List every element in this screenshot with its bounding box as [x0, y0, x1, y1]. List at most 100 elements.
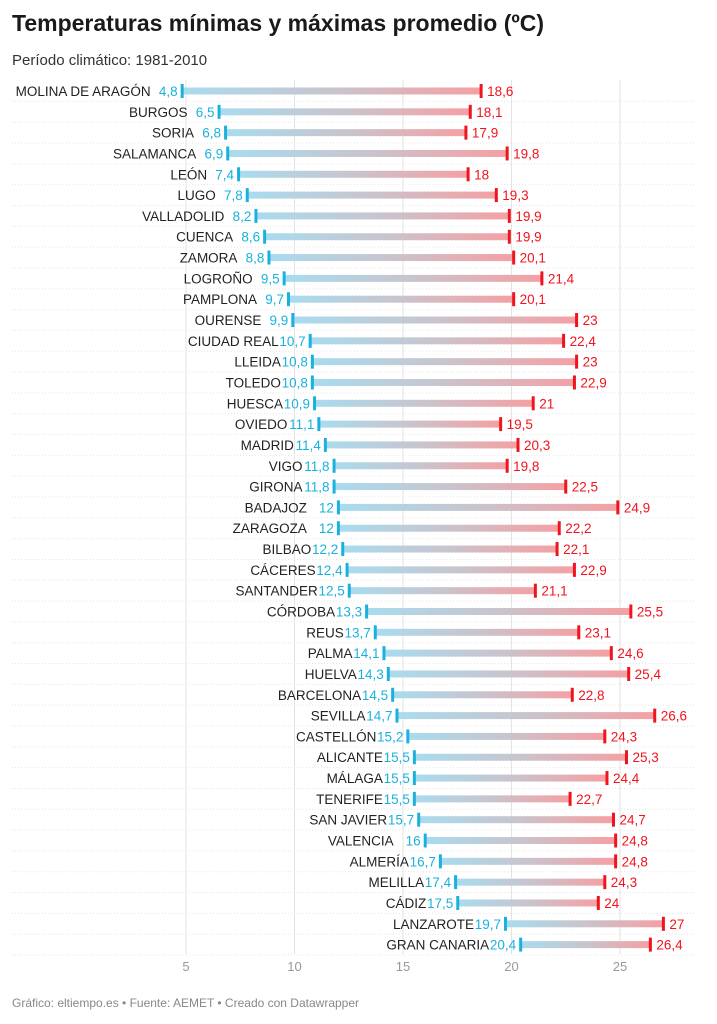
min-value-label: 14,3	[358, 667, 384, 682]
range-bar	[333, 483, 566, 491]
max-value-label: 19,9	[515, 230, 541, 245]
max-marker	[499, 417, 503, 432]
range-bar	[268, 254, 514, 262]
min-marker	[382, 646, 386, 661]
max-marker	[614, 833, 618, 848]
max-value-label: 22,7	[576, 792, 602, 807]
min-value-label: 17,4	[425, 875, 452, 890]
max-value-label: 18,6	[487, 84, 513, 99]
max-value-label: 19,8	[513, 146, 539, 161]
city-label: GRAN CANARIA	[386, 938, 489, 953]
min-marker	[391, 687, 395, 702]
city-label: CASTELLÓN	[296, 729, 376, 744]
max-value-label: 21,4	[548, 271, 575, 286]
max-marker	[629, 604, 633, 619]
max-value-label: 25,4	[635, 667, 662, 682]
range-bar	[318, 420, 501, 428]
min-value-label: 12	[319, 521, 334, 536]
min-value-label: 13,7	[345, 625, 371, 640]
max-marker	[468, 104, 472, 119]
range-bar	[520, 941, 651, 949]
range-bar	[346, 566, 575, 574]
range-bar	[387, 670, 629, 678]
min-value-label: 8,6	[241, 230, 260, 245]
min-value-label: 13,3	[336, 605, 362, 620]
min-marker	[245, 188, 249, 203]
chart-subtitle: Período climático: 1981-2010	[12, 52, 208, 69]
max-value-label: 24,9	[624, 500, 650, 515]
range-bar	[287, 295, 514, 303]
range-bar	[455, 878, 605, 886]
min-value-label: 8,2	[233, 209, 252, 224]
city-label: LEÓN	[170, 167, 207, 182]
range-bar	[413, 774, 607, 782]
min-value-label: 4,8	[159, 84, 178, 99]
max-value-label: 24,6	[617, 646, 643, 661]
max-marker	[557, 521, 561, 536]
range-bar	[218, 108, 471, 116]
min-value-label: 11,1	[289, 417, 314, 432]
range-bar	[264, 233, 510, 241]
max-marker	[512, 250, 516, 265]
min-marker	[291, 313, 295, 328]
min-marker	[412, 791, 416, 806]
range-bar	[396, 712, 655, 720]
min-value-label: 6,9	[204, 146, 223, 161]
max-marker	[648, 937, 652, 952]
range-bar	[246, 191, 497, 199]
min-value-label: 12,2	[312, 542, 338, 557]
max-value-label: 24,3	[611, 729, 637, 744]
max-marker	[577, 625, 581, 640]
min-value-label: 17,5	[427, 896, 453, 911]
city-label: VALENCIA	[328, 834, 394, 849]
city-label: SANTANDER	[235, 584, 318, 599]
city-label: SEVILLA	[311, 709, 366, 724]
min-value-label: 16	[406, 834, 421, 849]
min-value-label: 12,5	[318, 584, 344, 599]
max-marker	[609, 646, 613, 661]
city-label: OVIEDO	[235, 417, 288, 432]
city-label: OURENSE	[195, 313, 262, 328]
max-value-label: 22,9	[580, 375, 606, 390]
min-marker	[332, 458, 336, 473]
city-label: MOLINA DE ARAGÓN	[16, 84, 151, 99]
x-tick-label: 10	[287, 959, 301, 974]
max-value-label: 22,9	[580, 563, 606, 578]
max-value-label: 18,1	[476, 105, 502, 120]
city-label: CÁCERES	[250, 563, 315, 578]
min-value-label: 10,8	[282, 375, 308, 390]
max-value-label: 17,9	[472, 126, 498, 141]
min-marker	[345, 562, 349, 577]
max-value-label: 24,4	[613, 771, 640, 786]
range-bar	[337, 503, 618, 511]
range-bar	[227, 149, 508, 157]
max-value-label: 23,1	[585, 625, 611, 640]
min-marker	[308, 333, 312, 348]
min-value-label: 11,4	[296, 438, 322, 453]
min-value-label: 14,1	[353, 646, 379, 661]
max-value-label: 24,3	[611, 875, 637, 890]
min-value-label: 15,5	[384, 750, 410, 765]
max-marker	[572, 375, 576, 390]
max-marker	[464, 125, 468, 140]
min-value-label: 15,5	[384, 771, 410, 786]
city-label: LUGO	[177, 188, 215, 203]
min-marker	[438, 854, 442, 869]
max-marker	[479, 84, 483, 98]
min-marker	[282, 271, 286, 286]
city-label: HUESCA	[227, 396, 283, 411]
min-marker	[417, 812, 421, 827]
min-value-label: 16,7	[410, 854, 436, 869]
max-marker	[614, 854, 618, 869]
min-value-label: 8,8	[246, 251, 265, 266]
min-marker	[313, 396, 317, 411]
city-label: GIRONA	[249, 480, 302, 495]
range-bar	[366, 608, 631, 615]
city-label: MELILLA	[369, 875, 425, 890]
max-marker	[512, 292, 516, 307]
max-marker	[564, 479, 568, 494]
range-bar	[255, 212, 510, 220]
min-marker	[336, 521, 340, 536]
max-value-label: 25,5	[637, 605, 663, 620]
max-marker	[575, 313, 579, 328]
